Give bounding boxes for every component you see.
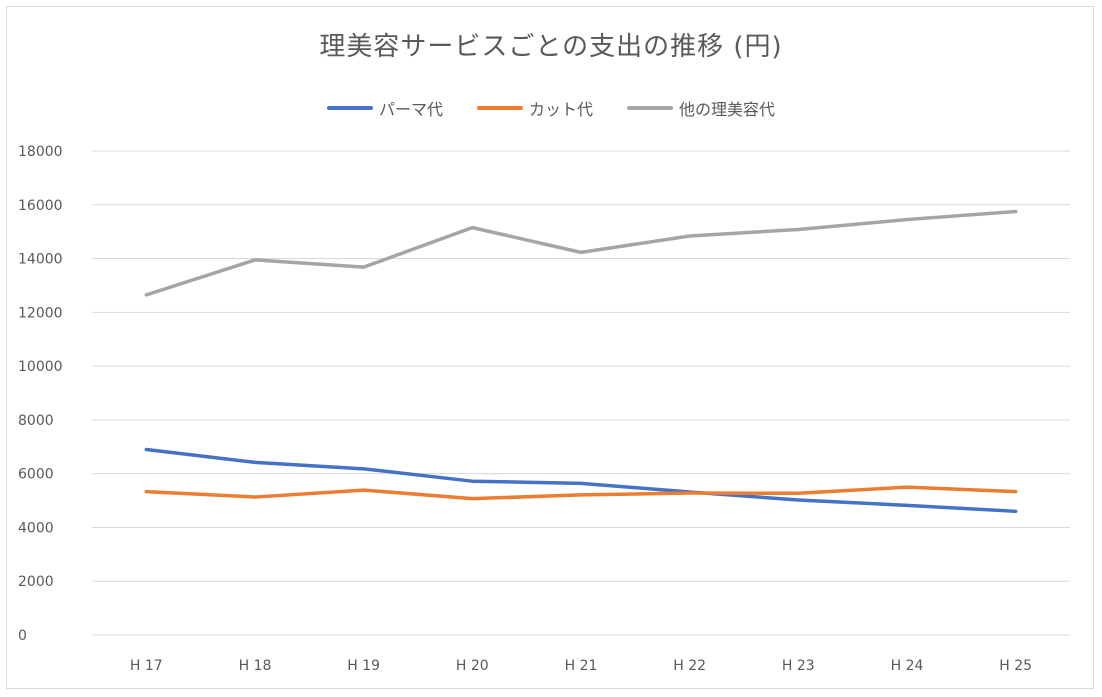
data-point [688,234,692,238]
legend-swatch-perm [326,106,373,110]
chart-title: 理美容サービスごとの支出の推移 (円) [319,32,783,62]
data-point [362,265,366,269]
x-tick-label: H 24 [891,658,924,674]
x-tick-label: H 25 [999,658,1032,674]
x-tick-label: H 18 [239,658,272,674]
x-tick-label: H 23 [782,658,815,674]
data-point [579,481,583,485]
data-point [253,460,257,464]
y-tick-label: 0 [18,628,27,644]
data-point [144,293,148,297]
x-tick-label: H 21 [565,658,598,674]
y-tick-label: 12000 [18,305,63,321]
legend-label-cut: カット代 [528,100,593,119]
data-point [796,491,800,495]
y-tick-label: 2000 [18,574,54,590]
data-point [362,467,366,471]
data-point [1014,490,1018,494]
x-tick-label: H 19 [347,658,380,674]
data-point [470,479,474,483]
legend-item-cut[interactable]: カット代 [476,96,593,120]
series-line-1 [144,485,1018,501]
data-point [905,485,909,489]
data-point [253,495,257,499]
chart-frame [6,6,1094,689]
y-tick-label: 10000 [18,359,63,375]
data-point [144,447,148,451]
legend-item-other[interactable]: 他の理美容代 [627,96,775,120]
series-line-0 [144,447,1018,514]
y-tick-label: 18000 [18,144,63,160]
y-tick-label: 8000 [18,413,54,429]
data-point [688,491,692,495]
data-point [905,218,909,222]
legend-label-perm: パーマ代 [378,100,443,119]
y-tick-label: 16000 [18,198,63,214]
data-point [579,250,583,254]
data-point [144,490,148,494]
data-point [796,228,800,232]
y-tick-label: 6000 [18,467,54,483]
data-point [253,258,257,262]
data-point [1014,210,1018,213]
y-tick-label: 4000 [18,520,54,536]
x-tick-label: H 22 [673,658,706,674]
legend-swatch-cut [476,106,523,110]
data-point [905,503,909,507]
x-tick-label: H 20 [456,658,489,674]
data-point [362,488,366,492]
legend-swatch-other [627,106,673,110]
data-point [1014,509,1018,513]
legend: パーマ代 カット代 他の理美容代 [0,96,1102,120]
legend-item-perm[interactable]: パーマ代 [326,96,443,120]
legend-label-other: 他の理美容代 [679,100,776,119]
x-tick-label: H 17 [130,658,163,674]
y-tick-label: 14000 [18,252,63,268]
data-point [579,493,583,497]
data-point [470,226,474,230]
data-point [470,497,474,501]
data-point [796,498,800,502]
